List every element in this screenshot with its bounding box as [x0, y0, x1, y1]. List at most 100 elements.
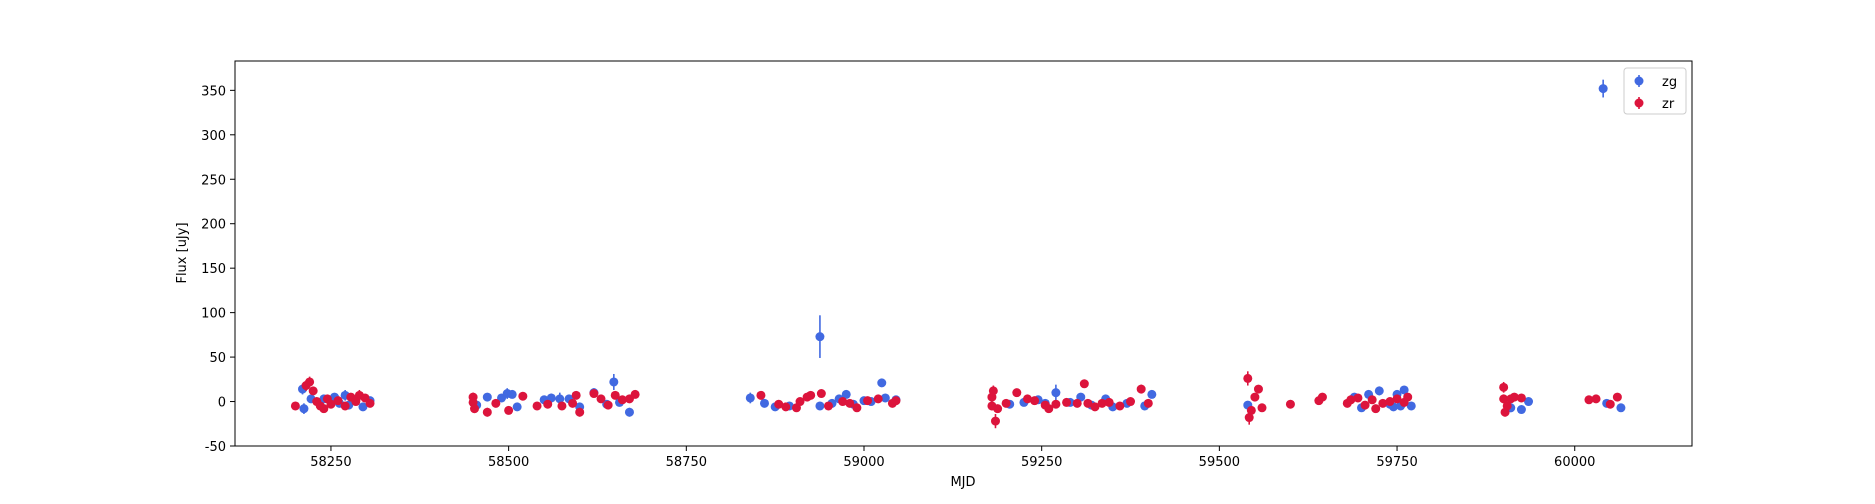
data-point-zr: [1257, 403, 1267, 413]
data-point-zr: [1062, 397, 1072, 407]
data-point-zg: [1406, 401, 1416, 411]
x-tick-label: 59500: [1199, 455, 1240, 470]
plot-frame: [234, 60, 1693, 447]
x-tick-label: 59250: [1021, 455, 1062, 470]
data-point-zr: [852, 403, 862, 413]
y-tick-label: -50: [205, 440, 226, 455]
data-point-zr: [1516, 393, 1526, 403]
data-point-zg: [1524, 397, 1534, 407]
data-point-zr: [838, 397, 848, 407]
data-point-zr: [603, 400, 613, 410]
data-point-zr: [993, 404, 1003, 414]
data-point-zg: [482, 392, 492, 402]
data-point-zg: [299, 404, 309, 414]
data-point-zr: [557, 401, 567, 411]
data-point-zr: [326, 399, 336, 409]
data-point-zr: [823, 401, 833, 411]
data-point-zr: [1104, 397, 1114, 407]
data-point-zr: [575, 407, 585, 417]
data-point-zg: [507, 389, 517, 399]
data-point-zr: [1136, 384, 1146, 394]
data-point-zr: [863, 396, 873, 406]
data-point-zg: [1374, 386, 1384, 396]
data-point-zr: [1243, 373, 1253, 383]
plot-area: [235, 61, 1692, 446]
data-point-zr: [1030, 396, 1040, 406]
data-point-zr: [305, 377, 315, 387]
data-point-zr: [630, 389, 640, 399]
x-tick-label: 58250: [310, 455, 351, 470]
data-point-zr: [891, 396, 901, 406]
data-point-zr: [1317, 392, 1327, 402]
data-point-zg: [877, 378, 887, 388]
data-point-zr: [1115, 401, 1125, 411]
data-point-zr: [1499, 394, 1509, 404]
y-tick-label: 0: [218, 396, 226, 411]
y-axis: -50 0 50 100 150 200 250 300 350: [201, 84, 235, 455]
data-point-zg: [815, 332, 825, 342]
data-point-zr: [774, 399, 784, 409]
data-point-zg: [1147, 389, 1157, 399]
data-point-zr: [845, 398, 855, 408]
x-tick-label: 59750: [1376, 455, 1417, 470]
legend-marker-zr: [1634, 98, 1644, 108]
data-point-zr: [1051, 399, 1061, 409]
data-point-zr: [1591, 394, 1601, 404]
data-point-zr: [482, 407, 492, 417]
data-point-zr: [1502, 401, 1512, 411]
data-point-zr: [1378, 398, 1388, 408]
data-point-zg: [609, 377, 619, 387]
data-point-zr: [1509, 392, 1519, 402]
data-point-zr: [504, 405, 514, 415]
data-point-zr: [470, 404, 480, 414]
y-tick-label: 300: [201, 129, 226, 144]
y-tick-label: 350: [201, 84, 226, 99]
data-point-zr: [873, 394, 883, 404]
data-point-zg: [1399, 385, 1409, 395]
data-point-zg: [759, 398, 769, 408]
data-point-zg: [815, 401, 825, 411]
data-point-zr: [1367, 395, 1377, 405]
data-point-zr: [1403, 392, 1413, 402]
data-point-zr: [568, 398, 578, 408]
data-point-zg: [841, 389, 851, 399]
data-point-zr: [1246, 405, 1256, 415]
data-point-zr: [1126, 397, 1136, 407]
data-point-zr: [988, 386, 998, 396]
data-point-zr: [1083, 398, 1093, 408]
data-point-zr: [596, 394, 606, 404]
legend-label-zg: zg: [1662, 75, 1677, 90]
data-point-zr: [1605, 399, 1615, 409]
data-point-zr: [1143, 398, 1153, 408]
data-point-zr: [1353, 393, 1363, 403]
data-point-zr: [1044, 404, 1054, 414]
data-point-zr: [1079, 379, 1089, 389]
y-tick-label: 50: [209, 351, 226, 366]
data-point-zr: [1012, 388, 1022, 398]
legend-marker-zg: [1634, 76, 1644, 86]
data-point-zr: [543, 399, 553, 409]
data-point-zr: [532, 401, 542, 411]
data-point-zr: [1584, 395, 1594, 405]
data-point-zr: [806, 390, 816, 400]
data-point-zr: [816, 389, 826, 399]
data-point-zr: [610, 390, 620, 400]
data-point-zr: [518, 391, 528, 401]
data-point-zr: [319, 404, 329, 414]
data-point-zr: [1346, 395, 1356, 405]
data-point-zr: [340, 401, 350, 411]
y-tick-label: 250: [201, 173, 226, 188]
data-point-zr: [1090, 402, 1100, 412]
data-point-zr: [1385, 397, 1395, 407]
y-tick-label: 150: [201, 262, 226, 277]
data-point-zg: [1598, 84, 1608, 94]
data-point-zr: [1285, 399, 1295, 409]
data-point-zr: [795, 397, 805, 407]
data-point-zr: [1097, 398, 1107, 408]
data-point-zr: [1392, 394, 1402, 404]
data-point-zg: [624, 407, 634, 417]
data-point-zr: [990, 416, 1000, 426]
y-tick-label: 200: [201, 218, 226, 233]
x-tick-label: 60000: [1554, 455, 1595, 470]
